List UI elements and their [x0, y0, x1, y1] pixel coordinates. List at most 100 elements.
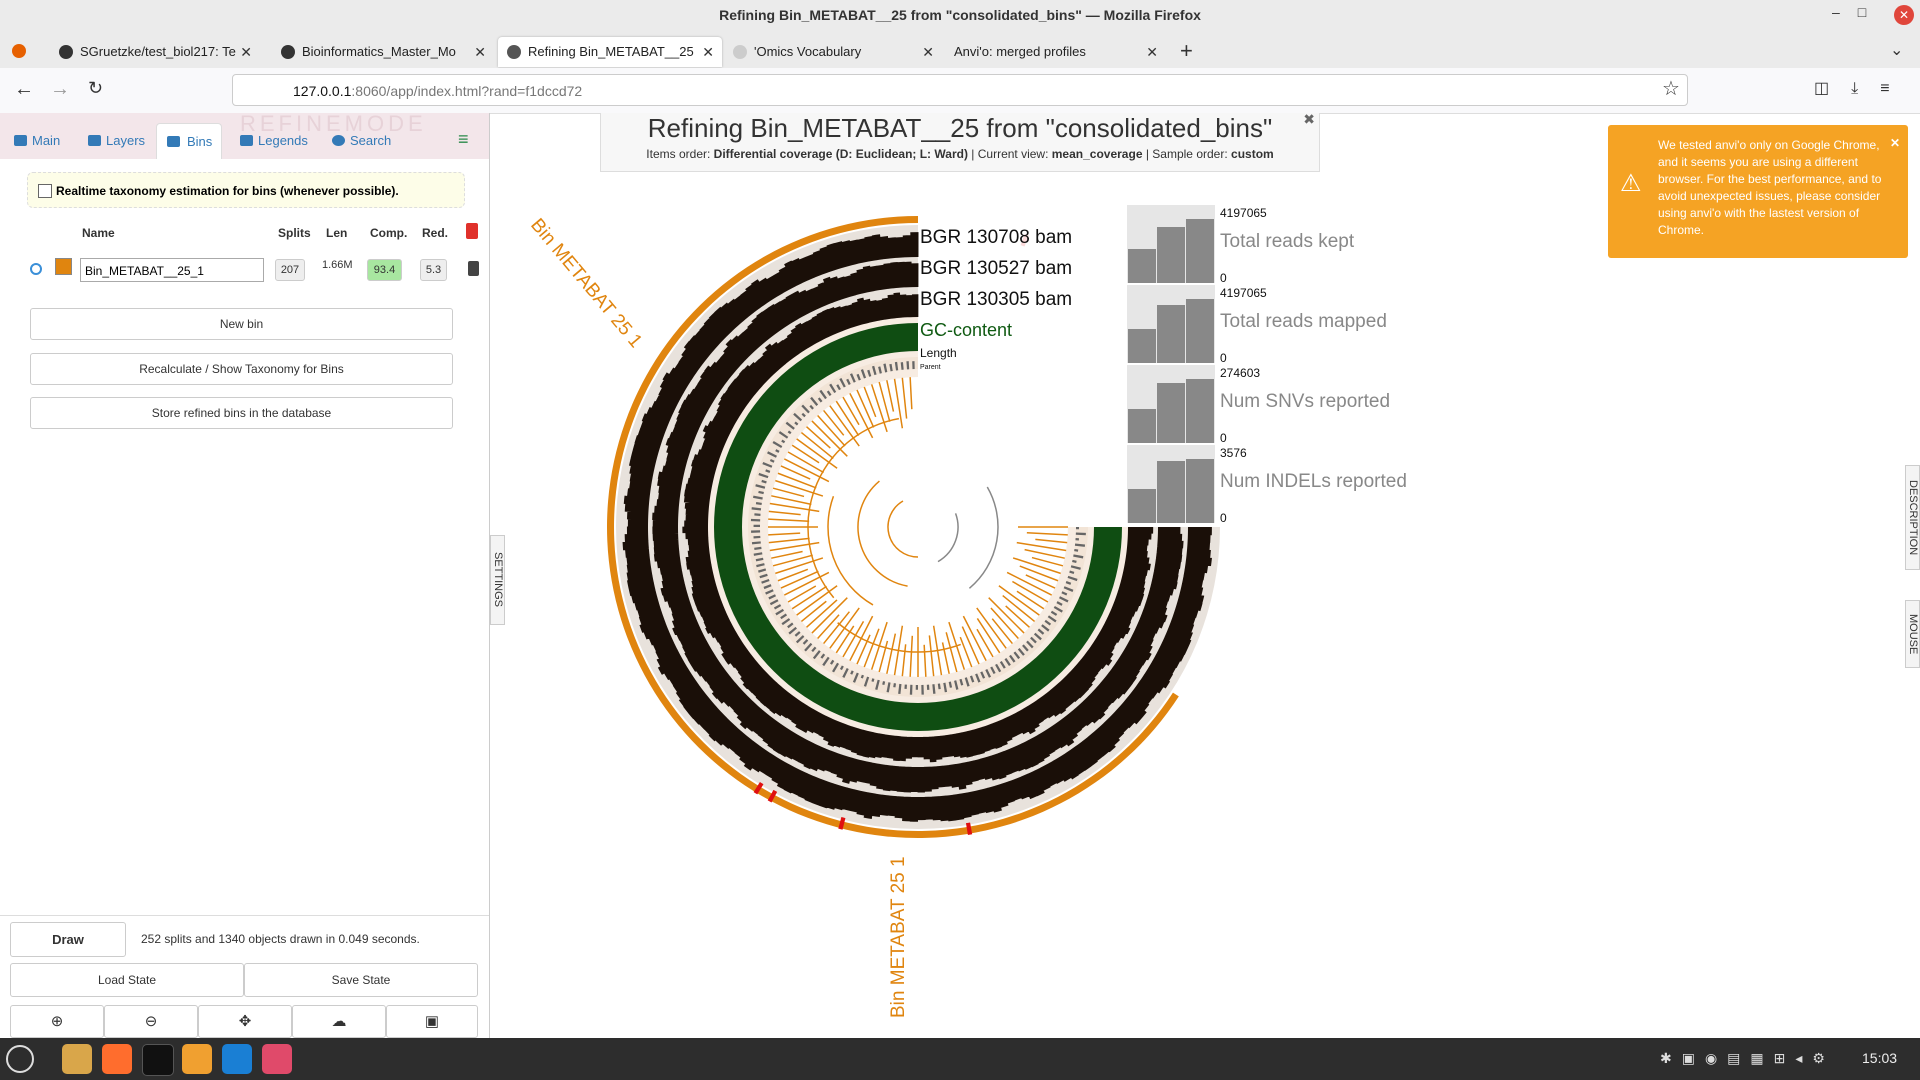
- store-button[interactable]: Store refined bins in the database: [30, 397, 453, 429]
- tab[interactable]: Anvi'o: merged profiles ✕: [954, 44, 1158, 60]
- checkbox[interactable]: [38, 184, 52, 198]
- bin-radio[interactable]: [30, 263, 42, 275]
- sidebar: REFINEMODE Main Layers Bins Legends Sear…: [0, 111, 490, 1038]
- subtitle: Items order: Differential coverage (D: E…: [601, 147, 1319, 161]
- save[interactable]: ▣: [386, 1005, 478, 1038]
- sidebar-tab[interactable]: Main: [10, 123, 60, 159]
- tab-active[interactable]: Refining Bin_METABAT__25 ✕: [498, 37, 722, 67]
- bin-length: 1.66M: [322, 259, 353, 271]
- vscode-app[interactable]: [222, 1044, 252, 1074]
- tab-list[interactable]: ⌄: [1890, 42, 1904, 59]
- mouse-tab[interactable]: MOUSE: [1905, 600, 1920, 668]
- bar-max-label: 274603: [1220, 366, 1260, 380]
- bar-layer-name: Total reads kept: [1220, 231, 1355, 252]
- tab[interactable]: Bioinformatics_Master_Mo ✕: [272, 37, 494, 67]
- recalculate-button[interactable]: Recalculate / Show Taxonomy for Bins: [30, 353, 453, 385]
- tree-leaves: [768, 377, 1068, 677]
- load-state[interactable]: Load State: [10, 963, 244, 997]
- new-bin-button[interactable]: New bin: [30, 308, 453, 340]
- bar-panel-bar: [1157, 227, 1185, 283]
- split-marker: [965, 822, 973, 835]
- tray-icons: ✱▣◉▤▦⊞◂⚙: [1660, 1050, 1835, 1066]
- layer-label: Parent: [920, 364, 941, 371]
- main-title: Refining Bin_METABAT__25 from "consolida…: [647, 113, 1273, 143]
- save-state[interactable]: Save State: [244, 963, 478, 997]
- files-app[interactable]: [62, 1044, 92, 1074]
- zoom-out[interactable]: ⊖: [104, 1005, 198, 1038]
- bar-panel-bar: [1186, 459, 1214, 523]
- sidebar-tab-active[interactable]: Bins: [156, 123, 222, 159]
- reload[interactable]: ↻: [88, 78, 104, 98]
- warning-close[interactable]: ✕: [1889, 136, 1900, 150]
- subtitle-value: Differential coverage (D: Euclidean; L: …: [713, 147, 968, 161]
- tab-label: Refining Bin_METABAT__25: [528, 44, 694, 59]
- window-title: Refining Bin_METABAT__25 from "consolida…: [0, 0, 1920, 34]
- sidebar-tab[interactable]: Legends: [236, 123, 308, 159]
- layer-label: GC-content: [920, 320, 1012, 340]
- column-header: Comp.: [370, 226, 408, 240]
- delete-bin[interactable]: [468, 261, 479, 276]
- column-header: Splits: [278, 226, 311, 240]
- back[interactable]: ←: [14, 78, 34, 100]
- sidebar-tab[interactable]: Layers: [84, 123, 145, 159]
- menu[interactable]: ≡: [458, 129, 469, 149]
- firefox-app[interactable]: [102, 1044, 132, 1074]
- close-title[interactable]: ✖: [1303, 111, 1315, 127]
- image-app[interactable]: [262, 1044, 292, 1074]
- url-bar[interactable]: 127.0.0.1:8060/app/index.html?rand=f1dcc…: [232, 74, 1688, 106]
- tab-label: Layers: [106, 133, 146, 148]
- split-marker: [767, 789, 778, 803]
- bin-label: Bin METABAT 25 1: [526, 215, 646, 352]
- tree-branch: [937, 486, 999, 589]
- browser-warning: ⚠ ✕ We tested anvi'o only on Google Chro…: [1608, 125, 1908, 258]
- checkbox-label: Realtime taxonomy estimation for bins (w…: [56, 184, 399, 198]
- subtitle-text: | Sample order:: [1145, 147, 1228, 161]
- bar-layer-name: Total reads mapped: [1220, 311, 1387, 332]
- taxonomy-option[interactable]: Realtime taxonomy estimation for bins (w…: [27, 172, 465, 208]
- bin-label: Bin METABAT 25 1: [888, 856, 909, 1018]
- start-menu[interactable]: [6, 1045, 34, 1073]
- layer-label-bg: [919, 347, 1069, 360]
- sidebar-tab[interactable]: Search: [328, 123, 391, 159]
- forward[interactable]: →: [50, 78, 70, 100]
- close-window[interactable]: ✕: [1894, 5, 1914, 25]
- settings-tab[interactable]: SETTINGS: [490, 535, 505, 625]
- subtitle-text: Items order:: [646, 147, 711, 161]
- terminal-app[interactable]: [142, 1044, 174, 1076]
- bar-panel-bar: [1128, 329, 1156, 363]
- delete-all[interactable]: [466, 223, 478, 239]
- tab-label: Main: [32, 133, 61, 148]
- tab-bar: SGruetzke/test_biol217: Te ✕ Bioinformati…: [0, 34, 1920, 68]
- bin-color[interactable]: [55, 258, 72, 275]
- center[interactable]: ✥: [198, 1005, 292, 1038]
- draw-button[interactable]: Draw: [10, 922, 126, 957]
- subtitle-text: | Current view:: [971, 147, 1049, 161]
- layer-label-bg: [919, 289, 1069, 310]
- subtitle-value: custom: [1231, 147, 1274, 161]
- layer-label: Length: [920, 346, 957, 360]
- tab-label: 'Omics Vocabulary: [754, 44, 862, 59]
- tab-label: Anvi'o: merged profiles: [954, 44, 1086, 59]
- taskbar: ✱▣◉▤▦⊞◂⚙ 15:03: [0, 1038, 1920, 1080]
- sublime-app[interactable]: [182, 1044, 212, 1074]
- tab[interactable]: SGruetzke/test_biol217: Te ✕: [50, 37, 260, 67]
- clock: 15:03: [1862, 1050, 1898, 1066]
- new-tab[interactable]: +: [1180, 38, 1193, 63]
- toolbar-icons[interactable]: ◫⤓≡: [1814, 80, 1912, 97]
- upload[interactable]: ☁: [292, 1005, 386, 1038]
- window-controls[interactable]: –□: [1832, 4, 1885, 20]
- bin-completion: 93.4: [367, 259, 402, 281]
- tab[interactable]: 'Omics Vocabulary ✕: [724, 37, 942, 67]
- zoom-in[interactable]: ⊕: [10, 1005, 104, 1038]
- bar-min-label: 0: [1220, 271, 1227, 285]
- bar-min-label: 0: [1220, 511, 1227, 525]
- tab-label: SGruetzke/test_biol217: Te: [80, 44, 236, 59]
- bookmark[interactable]: ☆: [1662, 78, 1680, 100]
- bin-name[interactable]: Bin_METABAT__25_1: [80, 258, 264, 282]
- description-tab[interactable]: DESCRIPTION: [1905, 465, 1920, 570]
- bar-panel-bar: [1128, 409, 1156, 443]
- bar-panel-bar: [1157, 461, 1185, 523]
- bar-layer-name: Num INDELs reported: [1220, 471, 1407, 492]
- divider: [0, 915, 489, 916]
